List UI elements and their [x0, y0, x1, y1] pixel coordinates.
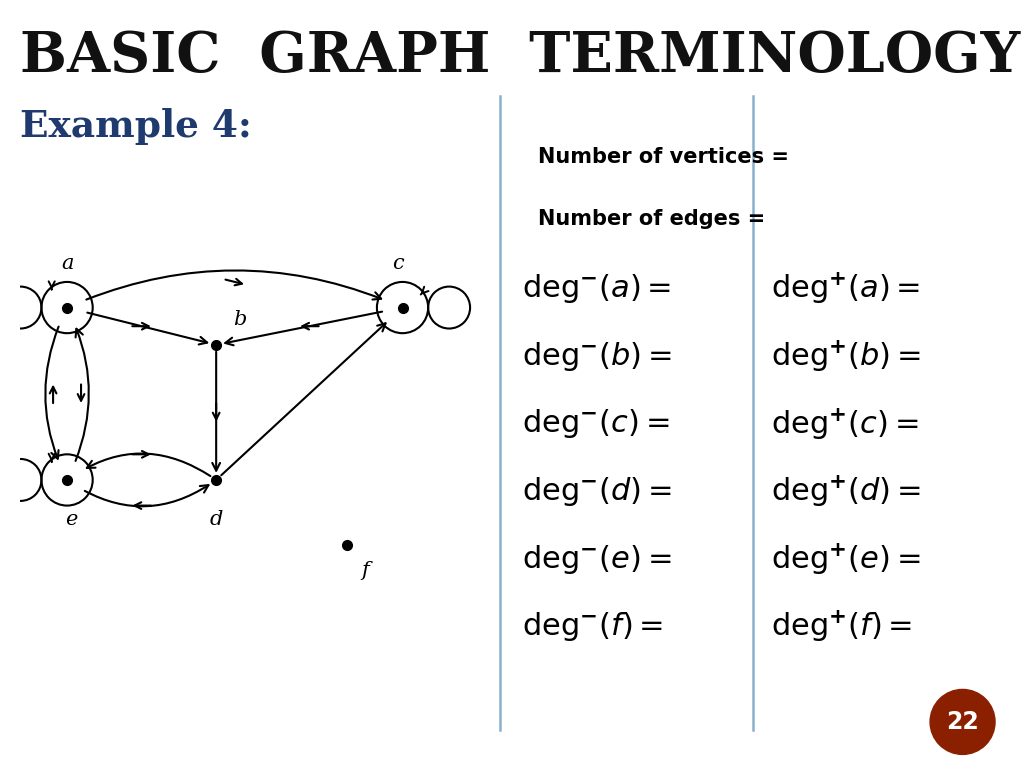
Text: $\mathrm{deg}^{\boldsymbol{+}}(\mathit{d}) =$: $\mathrm{deg}^{\boldsymbol{+}}(\mathit{d… [771, 474, 921, 509]
Text: a: a [60, 253, 74, 273]
Text: $\mathrm{deg}^{\boldsymbol{+}}(\mathit{b}) =$: $\mathrm{deg}^{\boldsymbol{+}}(\mathit{b… [771, 339, 921, 374]
Text: $\mathrm{deg}^{\boldsymbol{+}}(\mathit{a}) =$: $\mathrm{deg}^{\boldsymbol{+}}(\mathit{a… [771, 271, 920, 306]
Circle shape [930, 690, 995, 754]
Text: $\mathrm{deg}^{\boldsymbol{-}}(\mathit{f}) =$: $\mathrm{deg}^{\boldsymbol{-}}(\mathit{f… [522, 611, 664, 643]
Text: Number of edges =: Number of edges = [538, 209, 765, 229]
Text: $\mathrm{deg}^{\boldsymbol{+}}(\mathit{e}) =$: $\mathrm{deg}^{\boldsymbol{+}}(\mathit{e… [771, 541, 921, 577]
Text: b: b [232, 310, 246, 329]
Text: Example 4:: Example 4: [20, 108, 252, 145]
Text: Number of vertices =: Number of vertices = [538, 147, 788, 167]
Text: $\mathrm{deg}^{\boldsymbol{-}}(\mathit{c}) =$: $\mathrm{deg}^{\boldsymbol{-}}(\mathit{c… [522, 408, 670, 440]
Text: e: e [66, 510, 78, 529]
Text: f: f [361, 561, 369, 581]
Text: c: c [392, 253, 403, 273]
Text: $\mathrm{deg}^{\boldsymbol{+}}(\mathit{c}) =$: $\mathrm{deg}^{\boldsymbol{+}}(\mathit{c… [771, 406, 919, 442]
Text: 22: 22 [946, 710, 979, 734]
Text: $\mathrm{deg}^{\boldsymbol{-}}(\mathit{e}) =$: $\mathrm{deg}^{\boldsymbol{-}}(\mathit{e… [522, 543, 672, 575]
Text: d: d [210, 510, 223, 529]
Text: $\mathrm{deg}^{\boldsymbol{-}}(\mathit{a}) =$: $\mathrm{deg}^{\boldsymbol{-}}(\mathit{a… [522, 273, 672, 305]
Text: BASIC  GRAPH  TERMINOLOGY: BASIC GRAPH TERMINOLOGY [20, 28, 1021, 84]
Text: $\mathrm{deg}^{\boldsymbol{-}}(\mathit{d}) =$: $\mathrm{deg}^{\boldsymbol{-}}(\mathit{d… [522, 475, 673, 508]
Text: $\mathrm{deg}^{\boldsymbol{+}}(\mathit{f}) =$: $\mathrm{deg}^{\boldsymbol{+}}(\mathit{f… [771, 609, 912, 644]
Text: $\mathrm{deg}^{\boldsymbol{-}}(\mathit{b}) =$: $\mathrm{deg}^{\boldsymbol{-}}(\mathit{b… [522, 340, 673, 372]
